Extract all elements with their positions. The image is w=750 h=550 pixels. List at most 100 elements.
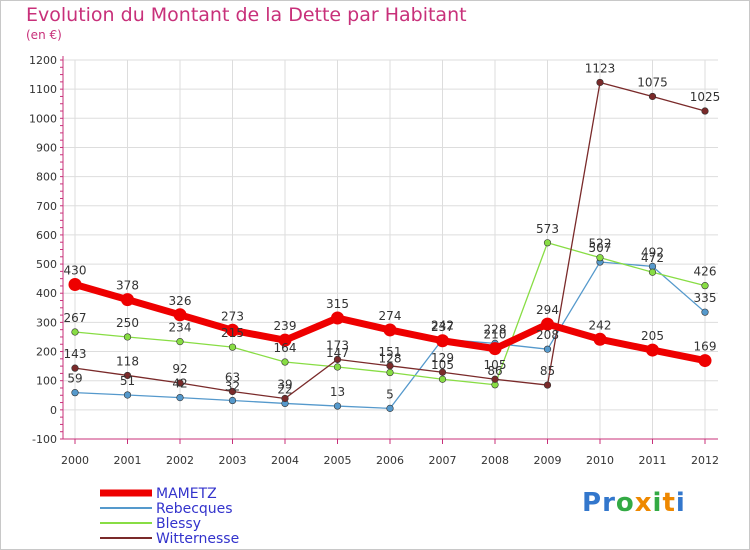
x-tick-label: 2004 (271, 454, 299, 467)
x-tick-label: 2003 (219, 454, 247, 467)
y-tick-label: 800 (36, 171, 57, 184)
data-point (278, 333, 292, 347)
data-label: 228 (484, 322, 507, 336)
data-label: 208 (536, 328, 559, 342)
data-point (648, 268, 657, 276)
data-point (593, 332, 607, 346)
data-point (491, 375, 499, 383)
data-label: 147 (326, 346, 349, 360)
data-label: 273 (221, 309, 244, 323)
data-label: 1123 (585, 61, 616, 75)
data-label: 239 (274, 319, 297, 333)
y-tick-label: -100 (32, 433, 57, 446)
y-tick-label: 300 (36, 316, 57, 329)
proxiti-logo: Proxiti (582, 488, 686, 518)
data-point (383, 323, 397, 337)
data-point (228, 387, 237, 396)
data-label: 242 (589, 318, 612, 332)
data-label: 86 (487, 364, 502, 378)
data-point (438, 375, 447, 383)
x-tick-label: 2011 (639, 454, 667, 467)
legend-label: Blessy (156, 516, 201, 532)
data-label: 335 (694, 291, 717, 305)
data-label: 426 (694, 265, 717, 279)
data-label: 1025 (690, 90, 721, 104)
data-label: 237 (431, 320, 454, 334)
data-point (228, 396, 237, 405)
data-label: 105 (484, 358, 507, 372)
data-point (701, 308, 709, 316)
data-point (281, 394, 289, 403)
legend-label: Rebecques (156, 501, 233, 517)
x-tick-label: 2006 (376, 454, 404, 467)
data-point (701, 282, 709, 290)
data-point (333, 402, 342, 410)
data-point (386, 362, 394, 370)
data-label: 205 (641, 329, 664, 343)
data-point (226, 323, 239, 337)
data-label: 143 (64, 347, 87, 361)
data-label: 274 (379, 309, 402, 323)
data-label: 39 (277, 377, 292, 391)
data-label: 59 (67, 372, 82, 386)
data-point (543, 239, 552, 247)
data-point (173, 308, 187, 322)
data-point (123, 333, 132, 341)
y-tick-label: 700 (36, 200, 57, 213)
data-label: 118 (116, 354, 139, 368)
x-tick-label: 2009 (534, 454, 562, 467)
data-point (646, 343, 659, 357)
data-point (543, 381, 552, 389)
data-point (331, 311, 344, 325)
y-tick-label: 500 (36, 258, 57, 271)
data-point (71, 328, 79, 336)
x-tick-label: 2000 (61, 454, 89, 467)
data-label: 13 (330, 385, 345, 399)
data-point (281, 358, 289, 366)
y-tick-label: 900 (36, 141, 57, 154)
data-label: 492 (641, 245, 664, 259)
data-label: 51 (120, 374, 135, 388)
data-label: 63 (225, 370, 240, 384)
data-point (228, 343, 237, 351)
data-label: 22 (277, 382, 292, 396)
data-point (438, 368, 447, 376)
data-point (71, 364, 79, 372)
data-label: 151 (379, 345, 402, 359)
y-tick-label: 1100 (29, 83, 57, 96)
data-point (176, 394, 184, 402)
data-point (176, 379, 184, 387)
y-tick-label: 200 (36, 346, 57, 359)
x-tick-label: 2012 (691, 454, 719, 467)
data-label: 294 (536, 303, 559, 317)
x-tick-label: 2008 (481, 454, 509, 467)
data-point (698, 354, 712, 368)
data-point (543, 345, 552, 353)
y-tick-label: 400 (36, 287, 57, 300)
data-point (68, 277, 82, 291)
data-point (333, 363, 342, 371)
chart-subtitle: (en €) (26, 28, 62, 42)
y-tick-label: 100 (36, 375, 57, 388)
data-label: 573 (536, 222, 559, 236)
data-point (176, 338, 184, 346)
data-label: 129 (431, 351, 454, 365)
x-tick-label: 2005 (324, 454, 352, 467)
data-label: 242 (431, 318, 454, 332)
data-point (386, 368, 394, 377)
y-tick-label: 1000 (29, 112, 57, 125)
data-label: 164 (274, 341, 297, 355)
data-point (436, 334, 449, 348)
chart-title: Evolution du Montant de la Dette par Hab… (26, 4, 467, 26)
x-tick-label: 2010 (586, 454, 614, 467)
data-label: 173 (326, 338, 349, 352)
data-point (71, 389, 79, 397)
data-label: 210 (484, 328, 507, 342)
data-label: 250 (116, 316, 139, 330)
data-label: 92 (172, 362, 187, 376)
y-tick-label: 0 (50, 404, 57, 417)
x-tick-label: 2001 (114, 454, 142, 467)
data-point (648, 92, 657, 101)
data-point (541, 317, 554, 331)
data-label: 315 (326, 297, 349, 311)
